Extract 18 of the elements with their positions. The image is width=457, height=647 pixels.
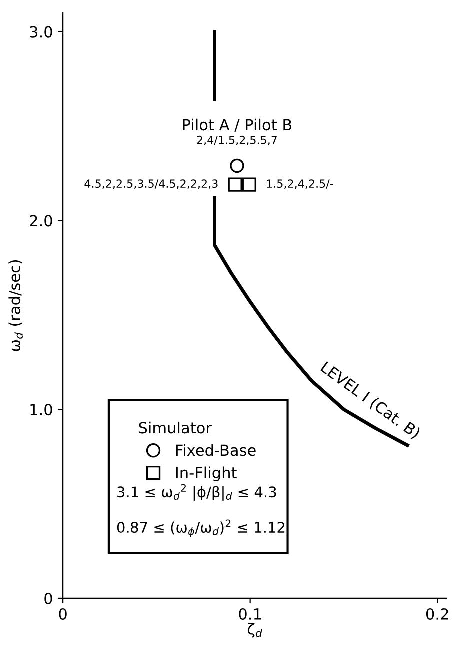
- annotation: 4.5,2,2.5,3.5/4.5,2,2,2,3: [84, 180, 218, 190]
- x-axis-title: ζ$_{d}$: [248, 622, 262, 638]
- legend-label: Fixed-Base: [176, 444, 256, 456]
- y-tick-label: 0: [44, 592, 52, 604]
- annotation: 0.87 ≤ (ω$_{ϕ}$/ω$_{d}$)$^{2}$ ≤ 1.12: [117, 520, 285, 538]
- x-tick-label: 0.1: [239, 608, 262, 620]
- annotation: Pilot A / Pilot B: [183, 118, 292, 132]
- y-tick-label: 3.0: [30, 26, 52, 38]
- x-tick-label: 0.2: [426, 608, 448, 620]
- annotation: 3.1 ≤ ω$_{d}$$^{2}$ |ϕ/β|$_{d}$ ≤ 4.3: [118, 484, 276, 501]
- y-tick-label: 2.0: [30, 215, 52, 227]
- annotation: 2,4/1.5,2,5.5,7: [197, 136, 278, 146]
- legend-title: Simulator: [139, 422, 212, 434]
- annotation: 1.5,2,4,2.5/-: [267, 180, 334, 190]
- legend-label: In-Flight: [176, 466, 237, 482]
- x-tick-label: 0: [59, 608, 67, 620]
- y-axis-title: ω$_{d}$ (rad/sec): [8, 260, 23, 352]
- y-tick-label: 1.0: [30, 404, 52, 416]
